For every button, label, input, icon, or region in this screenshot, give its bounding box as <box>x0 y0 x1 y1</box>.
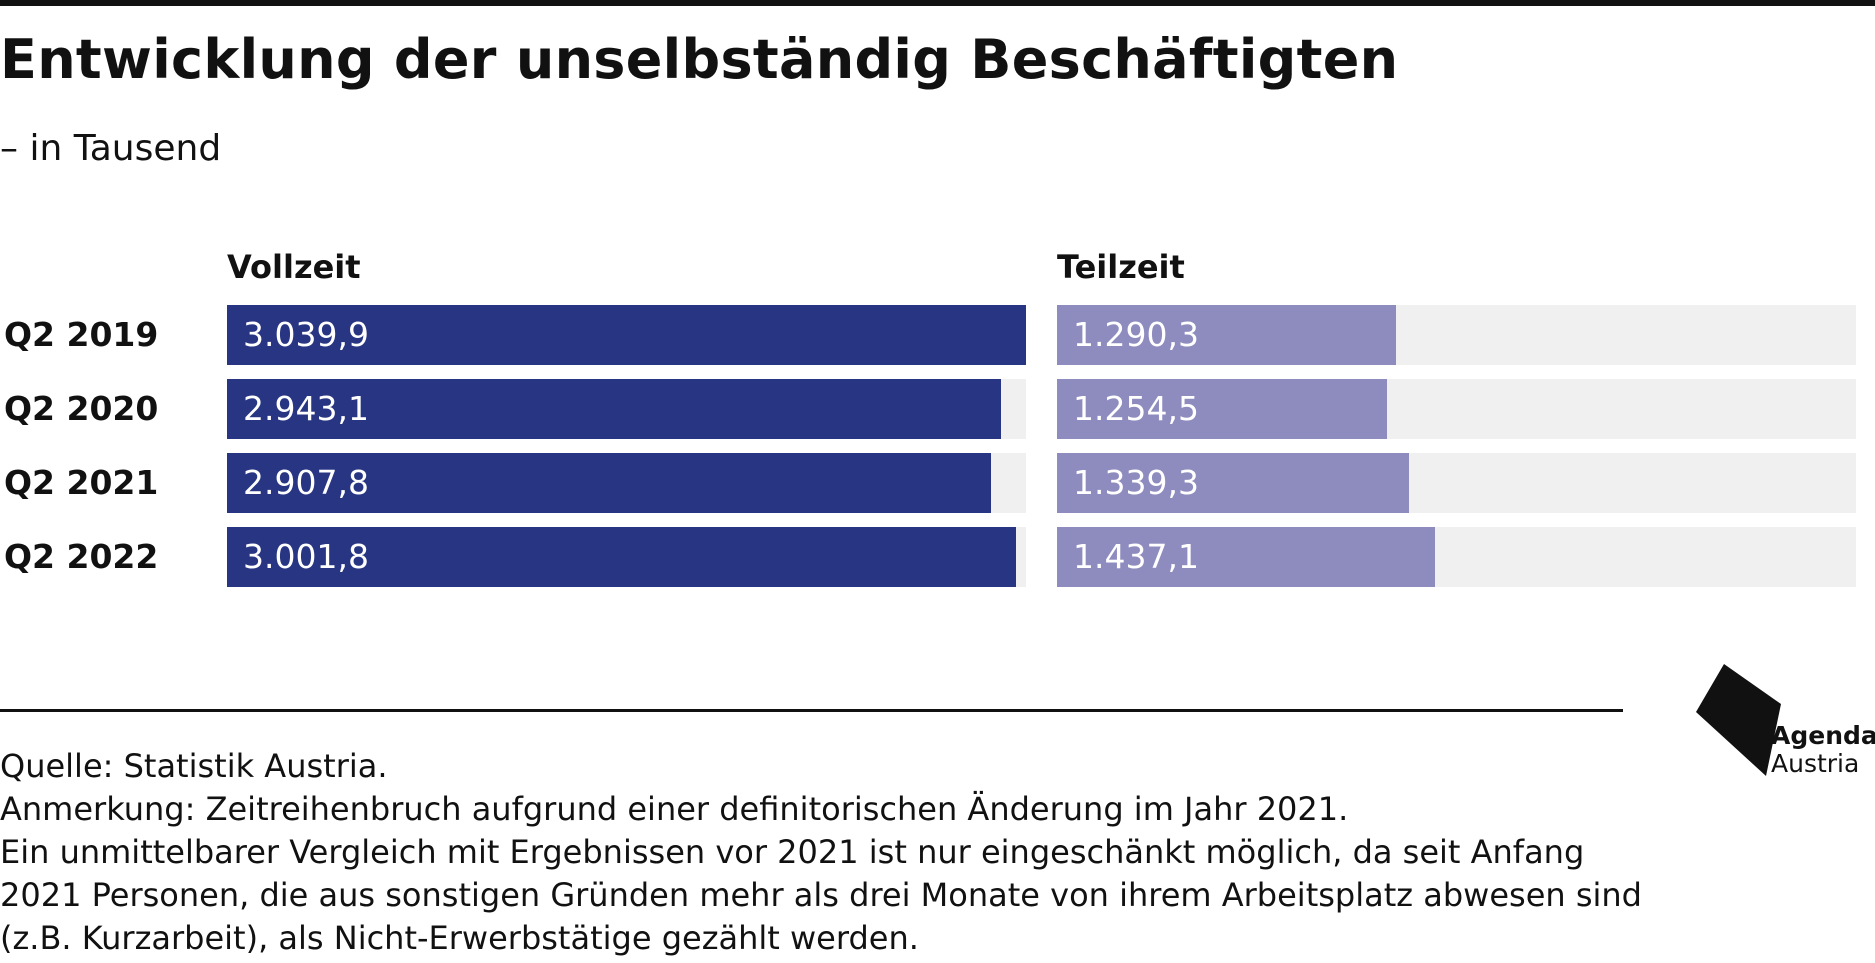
category-label: Q2 2021 <box>4 463 159 502</box>
footer-notes: Quelle: Statistik Austria. Anmerkung: Ze… <box>0 745 1870 960</box>
bar-track: 3.001,8 <box>227 527 1026 587</box>
bar-value-label: 1.437,1 <box>1073 537 1199 576</box>
bar-value-label: 1.254,5 <box>1073 389 1199 428</box>
bar-track: 1.290,3 <box>1057 305 1856 365</box>
bar-track: 1.437,1 <box>1057 527 1856 587</box>
bar-track: 1.254,5 <box>1057 379 1856 439</box>
bar-track: 1.339,3 <box>1057 453 1856 513</box>
remark-line-2: Ein unmittelbarer Vergleich mit Ergebnis… <box>0 833 1585 871</box>
bar-vollzeit-q2-2021 <box>227 453 992 513</box>
logo-text-agenda: Agenda <box>1771 721 1875 750</box>
panel-label-vollzeit: Vollzeit <box>227 248 361 286</box>
bar-teilzeit-q2-2020 <box>1057 379 1387 439</box>
bottom-rule <box>0 709 1623 712</box>
bar-teilzeit-q2-2019 <box>1057 305 1397 365</box>
remark-line-1: Anmerkung: Zeitreihenbruch aufgrund eine… <box>0 790 1349 828</box>
source-note: Quelle: Statistik Austria. <box>0 747 388 785</box>
remark-line-3: 2021 Personen, die aus sonstigen Gründen… <box>0 876 1642 914</box>
bar-teilzeit-q2-2022 <box>1057 527 1435 587</box>
bar-track: 2.943,1 <box>227 379 1026 439</box>
category-label: Q2 2019 <box>4 315 159 354</box>
agenda-austria-logo: Agenda Austria <box>1696 664 1875 784</box>
bar-value-label: 2.943,1 <box>243 389 369 428</box>
bar-value-label: 3.001,8 <box>243 537 369 576</box>
logo-text-austria: Austria <box>1771 749 1860 778</box>
bar-value-label: 2.907,8 <box>243 463 369 502</box>
remark-line-4: (z.B. Kurzarbeit), als Nicht-Erwerbstäti… <box>0 919 919 957</box>
bar-value-label: 1.339,3 <box>1073 463 1199 502</box>
bar-teilzeit-q2-2021 <box>1057 453 1410 513</box>
top-rule <box>0 0 1875 6</box>
category-label: Q2 2020 <box>4 389 159 428</box>
logo-mark-icon <box>1696 664 1781 776</box>
bar-value-label: 1.290,3 <box>1073 315 1199 354</box>
chart-subtitle: – in Tausend <box>0 128 222 169</box>
bar-track: 3.039,9 <box>227 305 1026 365</box>
category-label: Q2 2022 <box>4 537 159 576</box>
bar-vollzeit-q2-2019 <box>227 305 1026 365</box>
bar-track: 2.907,8 <box>227 453 1026 513</box>
panel-label-teilzeit: Teilzeit <box>1057 248 1185 286</box>
chart-title: Entwicklung der unselbständig Beschäftig… <box>0 28 1399 91</box>
bar-value-label: 3.039,9 <box>243 315 369 354</box>
bar-vollzeit-q2-2020 <box>227 379 1001 439</box>
bar-vollzeit-q2-2022 <box>227 527 1016 587</box>
